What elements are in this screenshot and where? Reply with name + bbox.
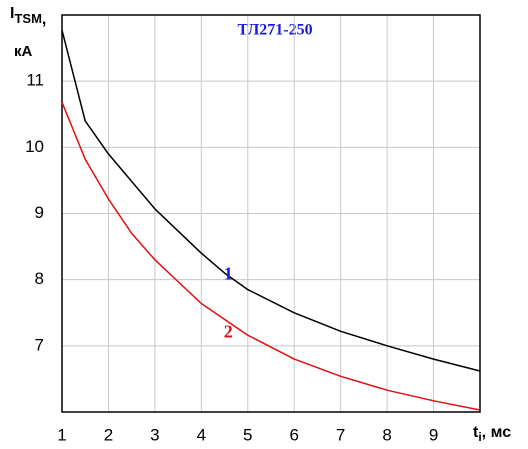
y-tick-label: 10: [25, 137, 44, 156]
x-label-sub: i: [478, 430, 481, 444]
x-tick-label: 9: [429, 425, 438, 444]
series-label: 2: [224, 321, 233, 341]
y-label-suffix: ,: [42, 11, 46, 28]
line-series: [61, 30, 481, 372]
x-label-main: t: [473, 424, 479, 441]
y-axis-label: ITSM,: [10, 5, 46, 28]
x-tick-label: 8: [382, 425, 391, 444]
y-tick-label: 8: [35, 269, 44, 288]
series-label: 1: [224, 264, 233, 284]
plot-frame: [61, 14, 481, 413]
x-label-suffix: , мс: [482, 424, 512, 441]
y-tick-label: 11: [26, 71, 44, 90]
x-tick-label: 5: [243, 425, 252, 444]
line-series: [61, 102, 481, 411]
x-tick-label: 7: [336, 425, 345, 444]
x-tick-label: 2: [104, 425, 113, 444]
x-tick-label: 4: [197, 425, 206, 444]
y-axis-unit: кА: [14, 43, 33, 60]
chart-title: ТЛ271-250: [237, 22, 312, 39]
x-tick-label: 1: [57, 425, 66, 444]
y-label-sub: TSM: [14, 11, 41, 26]
y-label-main: I: [10, 5, 14, 22]
x-tick-label: 6: [289, 425, 298, 444]
x-axis-label: ti, мс: [473, 424, 511, 444]
y-tick-label: 7: [35, 335, 44, 354]
y-tick-label: 9: [35, 203, 44, 222]
x-tick-label: 3: [150, 425, 159, 444]
